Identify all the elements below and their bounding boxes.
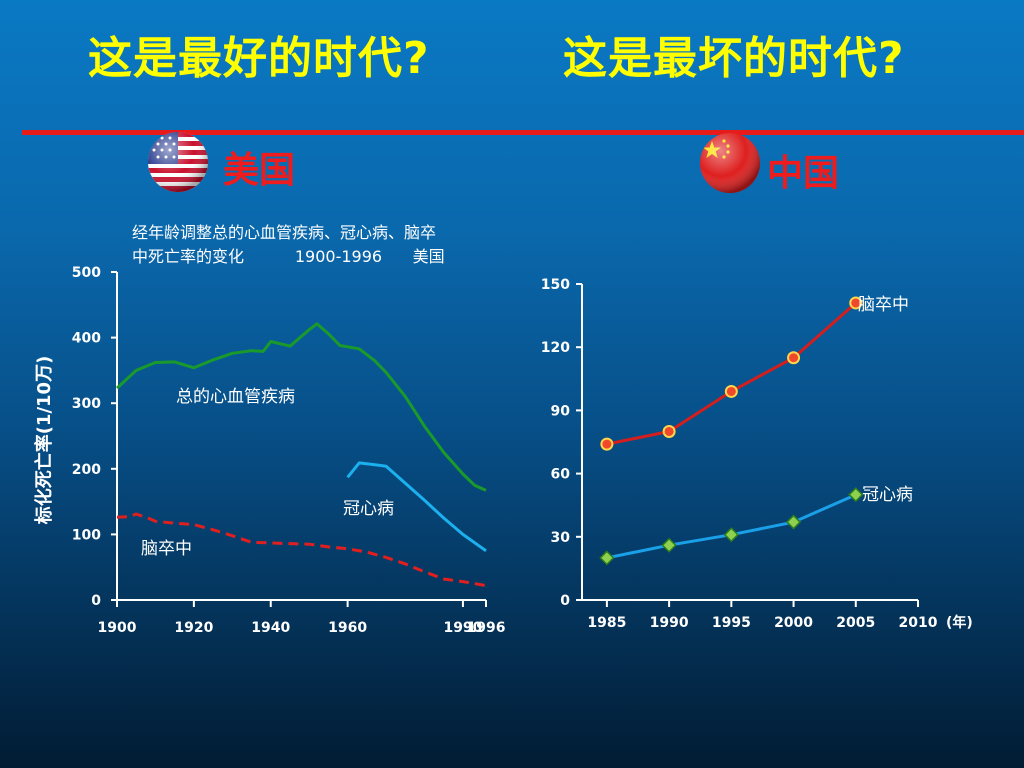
us-x-tick-label: 1960 [328,620,367,636]
china-series-stroke-point [600,437,614,451]
china-series-chd-point [785,514,802,530]
china-y-tick-label: 30 [551,530,571,546]
us-series-label-stroke: 脑卒中 [141,539,192,559]
us-series-label-total-cvd: 总的心血管疾病 [176,387,295,407]
us-series-chd-line [346,461,487,553]
slide-title-right: 这是最坏的时代? [563,33,905,84]
china-series-stroke-point [662,424,676,438]
china-x-tick-label: 2005 [836,615,875,631]
china-series-chd-point [848,487,864,503]
china-y-tick-label: 150 [541,277,570,293]
us-y-tick-label: 400 [72,331,101,347]
china-chart: 150 120 90 60 30 0 1985 1990 1995 2000 2005 2010 (… [541,277,973,631]
us-x-tick-label: 1996 [467,620,506,636]
china-series-stroke-line [606,301,857,446]
us-chart-title-line1: 经年龄调整总的心血管疾病、冠心病、脑卒 [132,223,436,242]
us-series-label-chd: 冠心病 [343,499,394,519]
country-label-us: 美国 [223,150,296,191]
us-y-tick-label: 500 [72,265,101,281]
china-x-tick-label: 2010 [899,615,938,631]
us-x-tick-label: 1940 [251,620,290,636]
us-series-total-cvd-line [115,322,487,492]
china-series-chd-point [599,550,615,566]
china-series-stroke-point [724,384,738,398]
china-series-stroke-point [849,296,863,310]
us-x-tick-label: 1920 [174,620,213,636]
us-y-tick-label: 100 [72,527,101,543]
us-y-tick-label: 200 [72,462,101,478]
china-x-tick-label: 2000 [774,615,813,631]
china-x-tick-label: 1985 [587,615,626,631]
china-series-chd-line [606,493,857,560]
china-x-unit-label: (年) [946,614,973,631]
us-x-tick-label: 1900 [98,620,137,636]
china-series-chd-point [723,527,739,543]
us-flag-icon [148,132,208,192]
us-x-tick-label: 1990 [443,620,482,636]
china-series-label-chd: 冠心病 [862,485,913,505]
china-series-chd-point [661,537,677,553]
china-x-tick-label: 1990 [650,615,689,631]
china-x-tick-label: 1995 [712,615,751,631]
us-chart: 经年龄调整总的心血管疾病、冠心病、脑卒 中死亡率的变化 1900-1996 美国… [33,223,505,636]
title-divider [22,130,1024,135]
us-y-tick-label: 0 [91,593,101,609]
us-y-tick-label: 300 [72,396,101,412]
slide-title-left: 这是最好的时代? [88,33,430,84]
china-y-tick-label: 120 [541,340,570,356]
us-chart-y-label: 标化死亡率(1/10万) [33,356,55,526]
country-label-china: 中国 [767,153,840,194]
us-series-stroke-line [116,512,487,588]
china-y-tick-label: 60 [551,467,571,483]
china-y-tick-label: 90 [551,403,571,419]
china-series-label-stroke: 脑卒中 [858,295,909,315]
china-flag-icon [700,133,760,193]
us-chart-title-line2: 中死亡率的变化 1900-1996 美国 [132,247,445,266]
china-series-stroke-point [787,351,801,365]
china-y-tick-label: 0 [560,593,570,609]
